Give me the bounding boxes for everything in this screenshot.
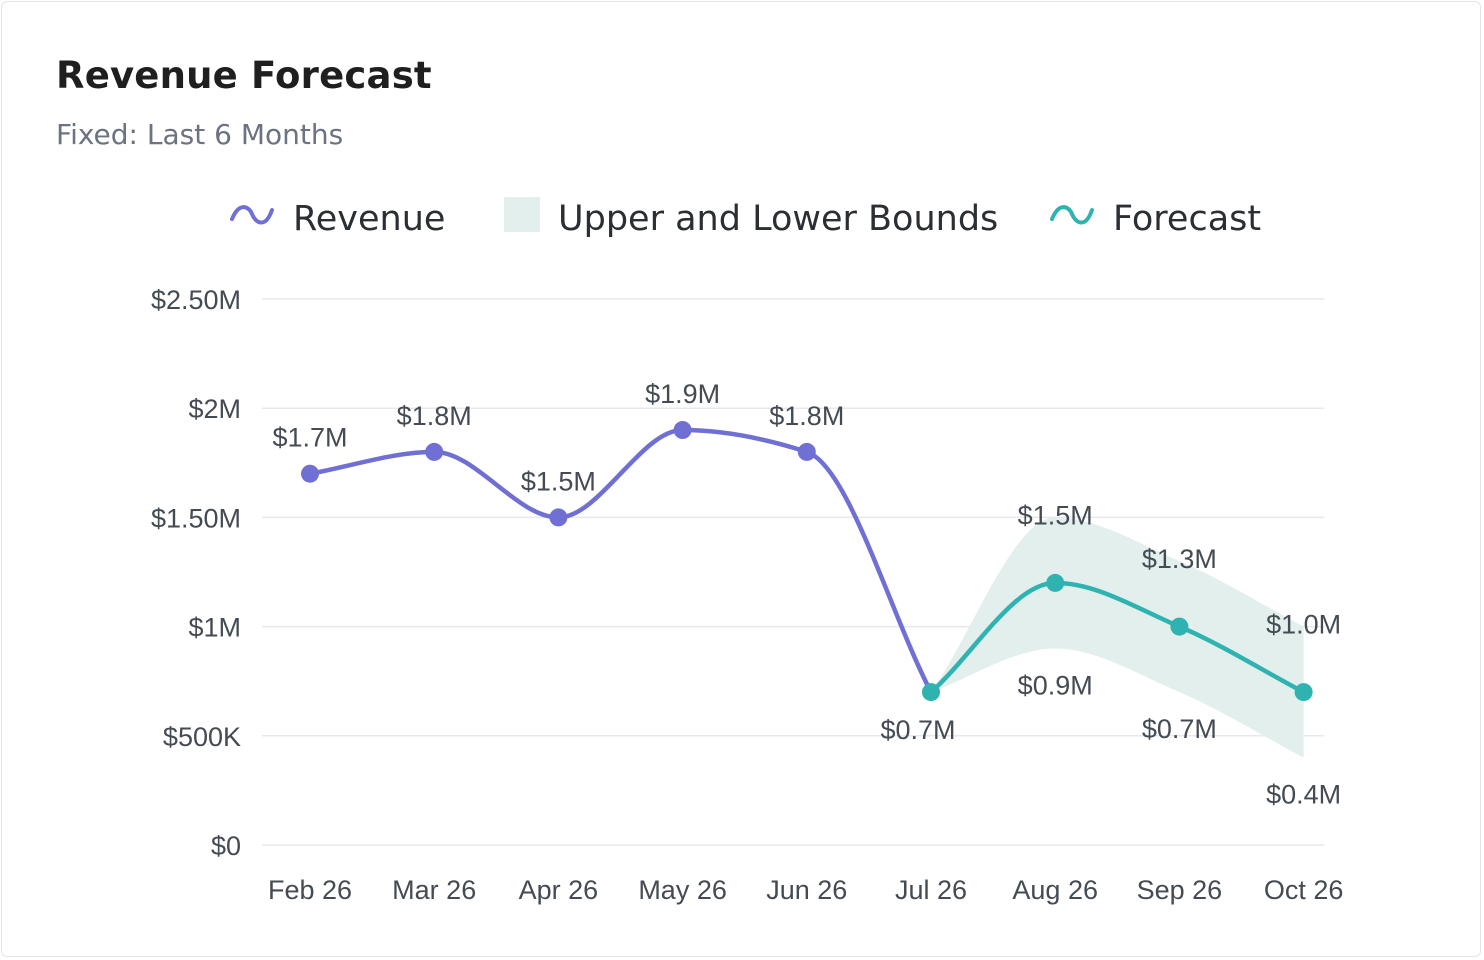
series-points	[301, 421, 1313, 702]
data-labels: $1.7M $1.8M $1.5M $1.9M $1.8M $0.7M $1.5M $0.9M…	[272, 379, 1341, 810]
x-tick-label: Sep 26	[1137, 875, 1223, 905]
wave-line-icon	[1050, 205, 1094, 225]
lower-bound-label: $0.4M	[1266, 780, 1341, 810]
chart-title: Revenue Forecast	[56, 54, 432, 97]
revenue-line	[309, 427, 933, 694]
x-tick-label: Apr 26	[519, 875, 599, 905]
forecast-line	[929, 580, 1305, 695]
revenue-point	[301, 464, 319, 483]
revenue-data-label: $1.7M	[272, 423, 347, 453]
chart-legend: Revenue Upper and Lower Bounds Forecast	[230, 197, 1261, 239]
legend-item-forecast[interactable]: Forecast	[1050, 199, 1261, 239]
square-swatch-icon	[504, 197, 540, 232]
forecast-point	[1046, 573, 1065, 592]
upper-bound-label: $1.0M	[1266, 610, 1341, 640]
x-tick-label: May 26	[638, 875, 727, 905]
x-tick-label: Mar 26	[392, 875, 476, 905]
legend-label-revenue: Revenue	[293, 199, 445, 239]
x-axis: Feb 26 Mar 26 Apr 26 May 26 Jun 26 Jul 26 Aug …	[268, 875, 1343, 905]
forecast-point	[1170, 617, 1189, 636]
x-tick-label: Feb 26	[268, 875, 352, 905]
upper-bound-label: $1.5M	[1018, 500, 1093, 530]
lower-bound-label: $0.9M	[1018, 670, 1093, 700]
legend-item-revenue[interactable]: Revenue	[230, 199, 445, 239]
revenue-point	[425, 442, 444, 461]
bounds-band	[931, 517, 1304, 758]
x-tick-label: Aug 26	[1012, 875, 1098, 905]
x-tick-label: Jun 26	[766, 875, 847, 905]
y-tick-label: $500K	[163, 722, 241, 752]
y-tick-label: $2M	[188, 394, 241, 424]
revenue-data-label: $1.8M	[397, 401, 472, 431]
lower-bound-label: $0.7M	[1142, 714, 1217, 744]
y-tick-label: $1.50M	[151, 503, 241, 533]
legend-item-bounds[interactable]: Upper and Lower Bounds	[504, 197, 998, 239]
y-tick-label: $2.50M	[151, 285, 241, 315]
revenue-point	[673, 421, 692, 440]
x-tick-label: Oct 26	[1264, 875, 1344, 905]
x-tick-label: Jul 26	[895, 875, 967, 905]
legend-label-bounds: Upper and Lower Bounds	[558, 199, 998, 239]
legend-label-forecast: Forecast	[1113, 199, 1261, 239]
wave-line-icon	[230, 205, 274, 225]
revenue-data-label: $0.7M	[880, 715, 955, 745]
forecast-point	[1294, 683, 1313, 702]
bounds-area	[931, 517, 1304, 758]
upper-bound-label: $1.3M	[1142, 544, 1217, 574]
chart-subtitle: Fixed: Last 6 Months	[56, 118, 344, 151]
revenue-point	[549, 508, 568, 527]
forecast-point	[922, 683, 940, 702]
revenue-data-label: $1.5M	[521, 466, 596, 496]
y-tick-label: $0	[211, 831, 241, 861]
revenue-data-label: $1.9M	[645, 379, 720, 409]
revenue-data-label: $1.8M	[769, 401, 844, 431]
y-tick-label: $1M	[188, 613, 241, 643]
revenue-point	[797, 442, 816, 461]
y-axis: $0 $500K $1M $1.50M $2M $2.50M	[151, 285, 241, 861]
